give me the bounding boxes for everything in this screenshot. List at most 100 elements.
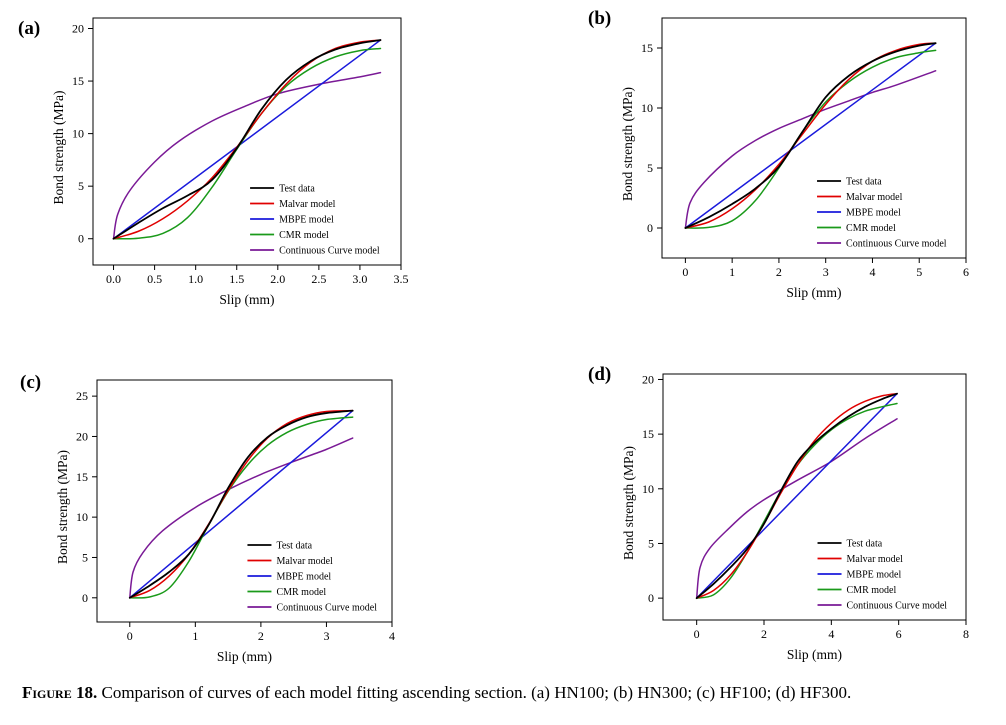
y-tick-label: 20 [72, 22, 84, 36]
legend-label: CMR model [276, 587, 326, 598]
x-tick-label: 3 [823, 265, 829, 279]
y-tick-label: 15 [72, 74, 84, 88]
chart-panel-b: (b) 0 1 2 3 4 5 6 0 5 10 15 Slip (mm) Bond strength (… [588, 8, 969, 300]
x-tick-label: 2 [776, 265, 782, 279]
figure-caption-label: Figure 18. [22, 683, 98, 702]
series-line-test-data [684, 42, 937, 229]
y-tick-label: 15 [76, 470, 88, 484]
x-tick-label: 4 [869, 265, 875, 279]
y-tick-label: 20 [642, 372, 654, 386]
y-tick-label: 10 [76, 510, 88, 524]
y-axis-label: Bond strength (MPa) [621, 446, 636, 560]
y-tick-label: 5 [78, 179, 84, 193]
legend-label: MBPE model [279, 215, 334, 226]
x-axis-label: Slip (mm) [219, 292, 274, 307]
x-tick-label: 2 [761, 627, 767, 641]
y-tick-label: 5 [82, 550, 88, 564]
x-tick-label: 5 [916, 265, 922, 279]
legend-label: CMR model [847, 585, 897, 596]
series-line-continuous-curve-model [684, 70, 937, 229]
plot-frame [662, 373, 967, 621]
chart-panel-d: (d) 0 2 4 6 8 0 5 10 15 20 Slip (mm) Bond strength (… [588, 364, 969, 662]
x-tick-label: 4 [828, 627, 834, 641]
x-axis-label: Slip (mm) [217, 649, 272, 664]
x-axis-label: Slip (mm) [786, 285, 841, 300]
x-tick-label: 0.5 [147, 272, 162, 286]
x-tick-label: 2.5 [311, 272, 326, 286]
series-line-test-data [112, 39, 382, 240]
series-line-continuous-curve-model [112, 71, 382, 240]
legend-label: Malvar model [279, 199, 336, 210]
x-tick-label: 4 [389, 629, 395, 643]
plot-frame [96, 379, 393, 623]
y-tick-label: 0 [82, 591, 88, 605]
x-tick-label: 0 [682, 265, 688, 279]
x-axis-label: Slip (mm) [787, 647, 842, 662]
legend-label: Malvar model [846, 192, 903, 203]
series-line-test-data [128, 409, 354, 599]
x-tick-label: 3 [323, 629, 329, 643]
y-axis-label: Bond strength (MPa) [55, 450, 70, 564]
y-tick-label: 15 [641, 41, 653, 55]
legend-label: Continuous Curve model [279, 246, 380, 257]
legend-label: MBPE model [276, 572, 331, 583]
panel-label: (b) [588, 8, 611, 29]
y-tick-label: 25 [76, 389, 88, 403]
series-line-continuous-curve-model [129, 437, 354, 599]
x-tick-label: 6 [896, 627, 902, 641]
legend-label: CMR model [846, 223, 896, 234]
series-line-cmr-model [684, 49, 937, 229]
legend-label: CMR model [279, 230, 329, 241]
legend-label: MBPE model [847, 570, 902, 581]
series-line-mbpe-model [129, 409, 354, 599]
plot-frame [92, 17, 402, 266]
y-tick-label: 0 [78, 232, 84, 246]
x-tick-label: 1 [192, 629, 198, 643]
series-line-test-data [695, 392, 898, 600]
series-line-mbpe-model [695, 392, 898, 599]
x-tick-label: 0 [127, 629, 133, 643]
series-line-cmr-model [129, 416, 354, 599]
y-tick-label: 5 [647, 161, 653, 175]
y-tick-label: 10 [642, 482, 654, 496]
y-tick-label: 0 [648, 591, 654, 605]
y-axis-label: Bond strength (MPa) [51, 91, 66, 205]
legend-label: MBPE model [846, 208, 901, 219]
x-tick-label: 2.0 [270, 272, 285, 286]
legend-label: Test data [279, 184, 315, 195]
legend-label: Test data [847, 539, 883, 550]
y-tick-label: 15 [642, 427, 654, 441]
y-tick-label: 20 [76, 429, 88, 443]
x-tick-label: 8 [963, 627, 969, 641]
y-tick-label: 0 [647, 221, 653, 235]
legend-label: Test data [276, 541, 312, 552]
x-tick-label: 3.0 [352, 272, 367, 286]
y-axis-label: Bond strength (MPa) [620, 87, 635, 201]
series-line-continuous-curve-model [695, 418, 898, 599]
x-tick-label: 3.5 [394, 272, 409, 286]
y-tick-label: 5 [648, 536, 654, 550]
panel-label: (a) [18, 18, 40, 39]
x-tick-label: 1.5 [229, 272, 244, 286]
x-tick-label: 2 [258, 629, 264, 643]
series-line-malvar-model [129, 409, 354, 599]
legend-label: Malvar model [847, 554, 904, 565]
series-line-cmr-model [112, 47, 382, 240]
y-tick-label: 10 [72, 127, 84, 141]
plot-frame [661, 17, 967, 259]
chart-panel-a: (a) 0.0 0.5 1.0 1.5 2.0 2.5 3.0 3.5 0 5 10 15 20 Slip … [18, 17, 409, 307]
x-tick-label: 1 [729, 265, 735, 279]
x-tick-label: 0.0 [106, 272, 121, 286]
legend-label: Malvar model [276, 556, 333, 567]
legend-label: Continuous Curve model [847, 601, 948, 612]
panel-label: (c) [20, 372, 41, 393]
legend-label: Test data [846, 177, 882, 188]
legend-label: Continuous Curve model [276, 603, 377, 614]
panel-label: (d) [588, 364, 611, 385]
y-tick-label: 10 [641, 101, 653, 115]
series-line-malvar-model [684, 42, 937, 229]
x-tick-label: 6 [963, 265, 969, 279]
figure-caption-text: Comparison of curves of each model fitti… [97, 683, 852, 702]
figure-caption: Figure 18. Comparison of curves of each … [22, 683, 1002, 703]
